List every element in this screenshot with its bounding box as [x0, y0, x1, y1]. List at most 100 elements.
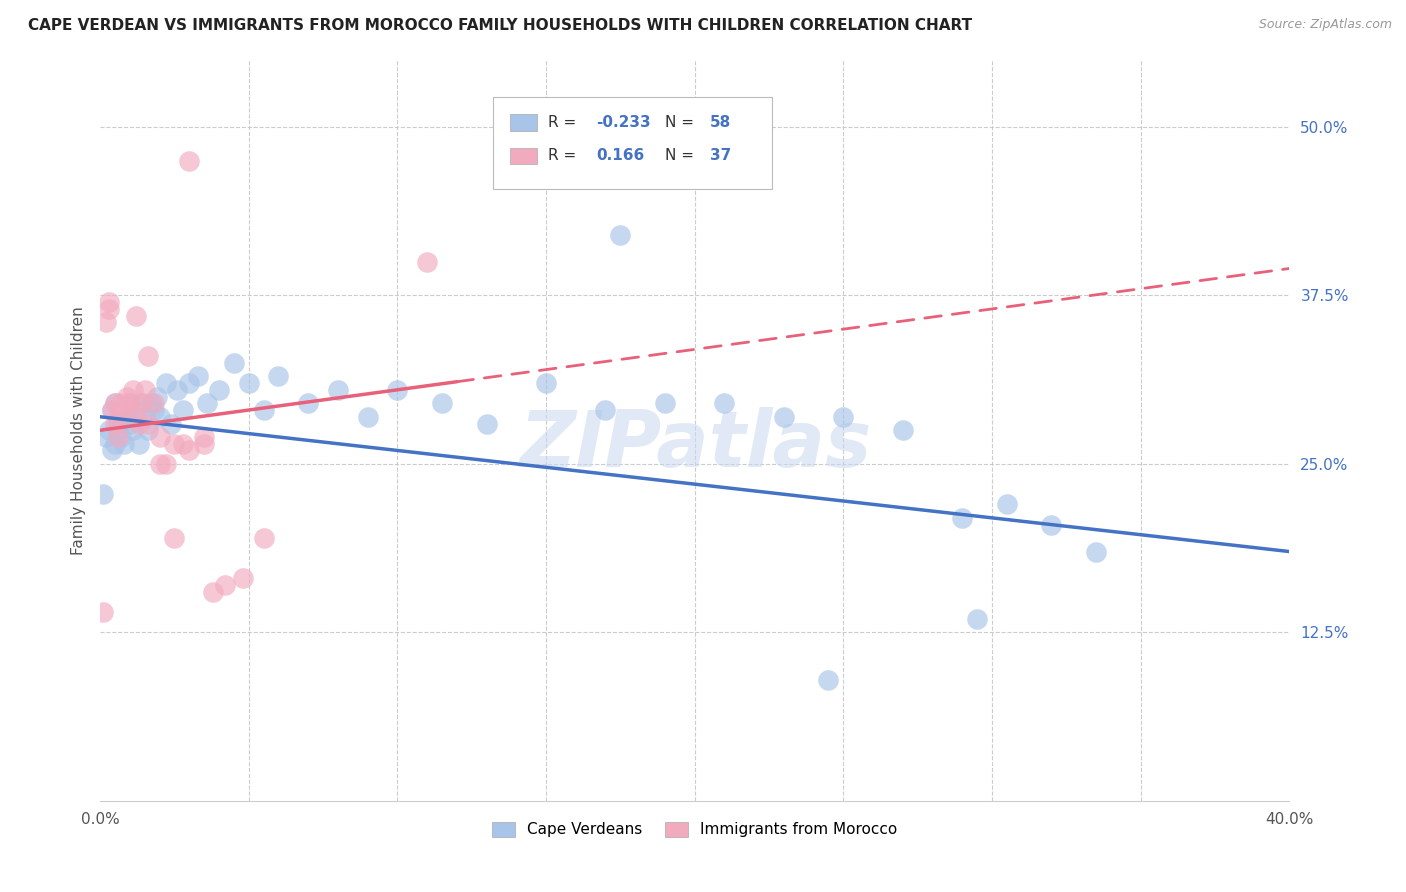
Point: [145, 390, 167, 404]
Point: [475, 417, 498, 431]
Point: [142, 403, 165, 417]
Text: 37: 37: [710, 148, 731, 163]
FancyBboxPatch shape: [492, 96, 772, 189]
Point: [172, 403, 194, 417]
Point: [155, 457, 177, 471]
Point: [112, 403, 135, 417]
Point: [128, 417, 150, 431]
Point: [1085, 544, 1108, 558]
Point: [817, 673, 839, 687]
Text: 0.166: 0.166: [596, 148, 644, 163]
Point: [172, 436, 194, 450]
Point: [115, 403, 138, 417]
Point: [91, 486, 114, 500]
Point: [121, 423, 143, 437]
Point: [104, 396, 127, 410]
Point: [142, 396, 165, 410]
Point: [357, 409, 380, 424]
Text: R =: R =: [548, 115, 582, 130]
Point: [98, 295, 121, 310]
Point: [94, 430, 117, 444]
Point: [134, 409, 156, 424]
Point: [112, 436, 135, 450]
Point: [128, 436, 150, 450]
Point: [149, 430, 172, 444]
Text: CAPE VERDEAN VS IMMIGRANTS FROM MOROCCO FAMILY HOUSEHOLDS WITH CHILDREN CORRELAT: CAPE VERDEAN VS IMMIGRANTS FROM MOROCCO …: [28, 18, 972, 33]
Point: [430, 396, 453, 410]
Point: [125, 409, 148, 424]
Point: [534, 376, 557, 390]
Point: [94, 315, 117, 329]
Point: [253, 531, 276, 545]
Point: [101, 403, 124, 417]
Point: [149, 457, 172, 471]
Point: [131, 396, 153, 410]
FancyBboxPatch shape: [510, 114, 537, 131]
Point: [101, 443, 124, 458]
Text: -0.233: -0.233: [596, 115, 651, 130]
Point: [107, 409, 129, 424]
Point: [179, 376, 201, 390]
Point: [104, 436, 127, 450]
Point: [136, 349, 159, 363]
Point: [297, 396, 319, 410]
Point: [832, 409, 855, 424]
Point: [891, 423, 914, 437]
Text: ZIPatlas: ZIPatlas: [519, 407, 870, 483]
Point: [326, 383, 349, 397]
Point: [238, 376, 260, 390]
Legend: Cape Verdeans, Immigrants from Morocco: Cape Verdeans, Immigrants from Morocco: [484, 814, 905, 845]
Text: N =: N =: [665, 148, 699, 163]
Point: [163, 531, 186, 545]
Point: [253, 403, 276, 417]
Point: [595, 403, 617, 417]
Point: [713, 396, 735, 410]
Point: [110, 409, 132, 424]
Point: [134, 383, 156, 397]
Point: [104, 417, 127, 431]
Point: [1040, 517, 1063, 532]
Point: [98, 301, 121, 316]
Point: [125, 309, 148, 323]
Y-axis label: Family Households with Children: Family Households with Children: [72, 306, 86, 555]
Text: N =: N =: [665, 115, 699, 130]
Point: [208, 383, 231, 397]
Point: [110, 430, 132, 444]
Point: [773, 409, 796, 424]
Point: [112, 409, 135, 424]
Point: [115, 390, 138, 404]
Point: [107, 423, 129, 437]
Point: [131, 396, 153, 410]
Point: [118, 396, 141, 410]
Point: [118, 417, 141, 431]
Point: [107, 417, 129, 431]
Point: [416, 254, 439, 268]
Point: [193, 430, 215, 444]
Point: [118, 396, 141, 410]
Point: [125, 403, 148, 417]
Point: [179, 153, 201, 168]
Point: [387, 383, 409, 397]
Point: [166, 383, 188, 397]
Point: [232, 572, 254, 586]
Point: [214, 578, 236, 592]
Point: [222, 356, 245, 370]
Point: [107, 430, 129, 444]
Point: [187, 369, 209, 384]
Point: [654, 396, 676, 410]
Point: [91, 605, 114, 619]
Point: [267, 369, 290, 384]
Point: [110, 396, 132, 410]
Point: [136, 423, 159, 437]
Point: [160, 417, 183, 431]
Point: [149, 409, 172, 424]
Point: [609, 227, 631, 242]
Point: [950, 511, 973, 525]
Point: [202, 585, 225, 599]
Text: R =: R =: [548, 148, 582, 163]
Point: [179, 443, 201, 458]
FancyBboxPatch shape: [510, 148, 537, 164]
Point: [995, 497, 1018, 511]
Point: [136, 417, 159, 431]
Point: [193, 436, 215, 450]
